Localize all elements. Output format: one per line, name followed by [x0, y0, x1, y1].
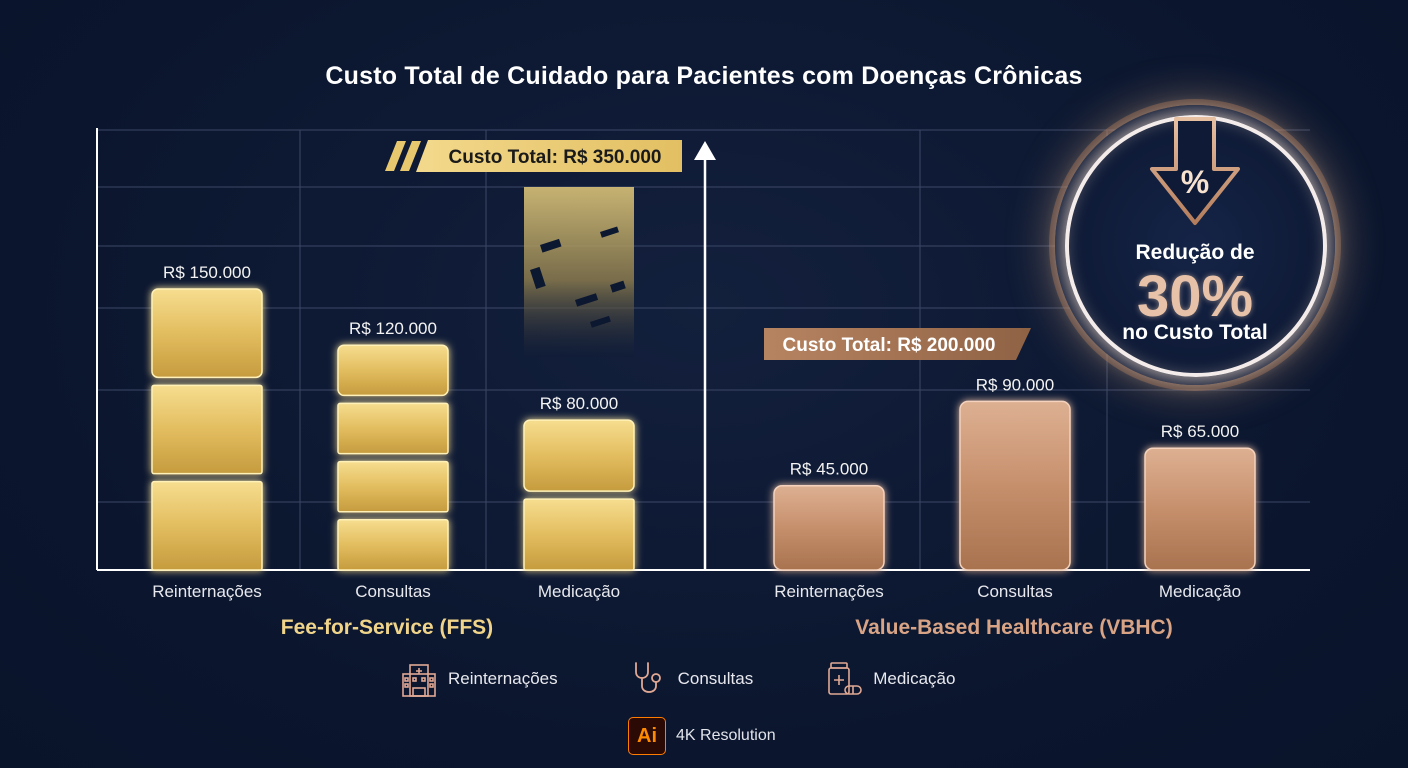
value-label: R$ 65.000: [1161, 422, 1239, 441]
group-label: Fee-for-Service (FFS): [281, 616, 493, 639]
labels: R$ 150.000 Reinternações R$ 120.000 Consult…: [152, 140, 1241, 639]
legend-label-reinternacoes: Reinternações: [448, 669, 558, 688]
footer: Ai 4K Resolution: [628, 717, 776, 755]
legend-item-medicacao: Medicação: [825, 660, 955, 698]
divider-arrow-icon: [694, 141, 716, 160]
value-label: R$ 120.000: [349, 319, 437, 338]
value-label: R$ 45.000: [790, 460, 868, 479]
percent-symbol: %: [1181, 164, 1209, 200]
bar-0-1-segment: [337, 402, 449, 455]
ghost-crack: [610, 280, 626, 293]
legend-item-reinternacoes: Reinternações: [400, 660, 558, 698]
ghost-bar-fragments: [524, 187, 634, 357]
legend: Reinternações Consultas Medicação: [400, 660, 1027, 698]
category-tick-label: Medicação: [1159, 582, 1241, 601]
total-banner-vbhc: [764, 328, 1031, 360]
stethoscope-icon: [634, 662, 661, 693]
badge-line2: no Custo Total: [1122, 321, 1268, 344]
badge-value: 30%: [1136, 264, 1254, 329]
down-arrow-icon: %: [1150, 117, 1240, 225]
axes: [96, 128, 1310, 571]
ghost-crack: [530, 266, 546, 290]
ghost-crack: [540, 238, 562, 253]
hospital-icon: [402, 664, 436, 697]
category-tick-label: Reinternações: [152, 582, 262, 601]
bar-1-0: [773, 484, 885, 571]
bar-1-2: [1144, 447, 1256, 571]
group-label: Value-Based Healthcare (VBHC): [855, 616, 1172, 639]
legend-item-consultas: Consultas: [630, 660, 754, 698]
bar-1-1: [959, 400, 1071, 571]
category-tick-label: Reinternações: [774, 582, 884, 601]
legend-label-medicacao: Medicação: [873, 669, 956, 688]
badge-line1: Redução de: [1135, 241, 1255, 264]
banner-stripe: [400, 141, 421, 171]
bar-0-0-segment: [151, 384, 263, 475]
legend-label-consultas: Consultas: [677, 669, 754, 688]
category-tick-label: Medicação: [538, 582, 620, 601]
reduction-badge: % Redução de 30% no Custo Total: [1055, 105, 1335, 385]
category-tick-label: Consultas: [977, 582, 1053, 601]
bar-0-1-segment: [337, 460, 449, 513]
value-label: R$ 150.000: [163, 263, 251, 282]
bars: [151, 187, 1256, 571]
category-tick-label: Consultas: [355, 582, 431, 601]
footer-text: 4K Resolution: [676, 727, 776, 744]
ghost-crack: [589, 315, 611, 328]
total-label-vbhc: Custo Total: R$ 200.000: [783, 335, 996, 356]
ai-logo-icon: Ai: [628, 717, 666, 755]
bar-0-2-segment: [523, 419, 635, 492]
bar-0-0-segment: [151, 288, 263, 379]
bar-0-1-segment: [337, 519, 449, 571]
bar-0-1-segment: [337, 344, 449, 397]
chart-title: Custo Total de Cuidado para Pacientes co…: [325, 62, 1083, 90]
ghost-crack: [600, 226, 619, 238]
value-label: R$ 90.000: [976, 375, 1054, 394]
value-label: R$ 80.000: [540, 394, 618, 413]
bar-0-2-segment: [523, 498, 635, 571]
banner-stripe: [385, 141, 406, 171]
total-label-ffs: Custo Total: R$ 350.000: [449, 147, 662, 168]
total-banner-ffs: [416, 140, 682, 172]
bar-0-0-segment: [151, 480, 263, 571]
ghost-crack: [575, 293, 599, 307]
medicine-icon: [828, 662, 863, 695]
